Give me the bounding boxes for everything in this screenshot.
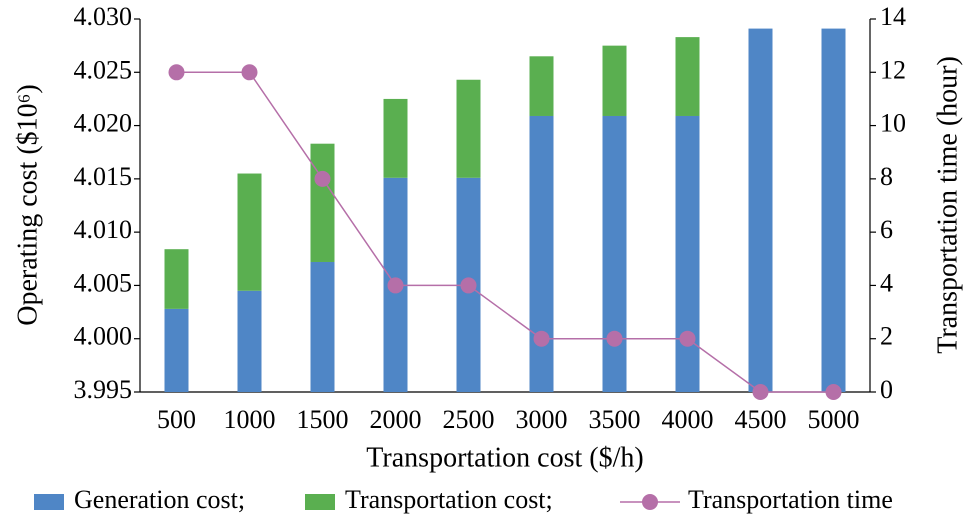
marker (460, 277, 477, 294)
marker (314, 170, 331, 187)
bar (675, 37, 700, 116)
x-axis-label: Transportation cost ($/h) (366, 442, 643, 473)
x-tick-label: 3500 (589, 405, 641, 434)
y-tick-label: 4.005 (74, 268, 133, 297)
legend-label: Transportation time (688, 485, 893, 514)
bar (164, 249, 189, 309)
y2-tick-label: 0 (880, 375, 893, 404)
marker (752, 384, 769, 400)
marker (533, 330, 550, 347)
y-tick-label: 3.995 (74, 375, 133, 404)
marker (679, 330, 696, 347)
y2-tick-label: 8 (880, 162, 893, 191)
x-tick-label: 4500 (735, 405, 787, 434)
y2-tick-label: 4 (880, 268, 893, 297)
line (176, 71, 834, 393)
x-tick-label: 500 (157, 405, 196, 434)
marker (387, 277, 404, 294)
bar (456, 79, 481, 178)
bar (383, 98, 408, 178)
legend-swatch (34, 494, 64, 510)
y-tick-label: 4.030 (74, 2, 133, 31)
bar (529, 115, 554, 392)
legend-marker (642, 494, 658, 510)
y2-tick-label: 6 (880, 215, 893, 244)
bar (602, 115, 627, 392)
bar (310, 261, 335, 392)
y2-axis-label: Transportation time (hour) (932, 56, 963, 354)
y2-tick-label: 2 (880, 322, 893, 351)
x-tick-label: 2500 (443, 405, 495, 434)
legend-label: Generation cost; (74, 485, 245, 514)
bar (821, 28, 846, 392)
y-tick-label: 4.010 (74, 215, 133, 244)
y-tick-label: 4.025 (74, 55, 133, 84)
x-tick-label: 2000 (370, 405, 422, 434)
bar (675, 115, 700, 392)
x-tick-label: 1000 (224, 405, 276, 434)
marker (241, 64, 258, 81)
y2-tick-label: 10 (880, 109, 906, 138)
marker (825, 384, 842, 400)
x-tick-label: 4000 (662, 405, 714, 434)
bar (237, 290, 262, 392)
bar (529, 56, 554, 116)
y-tick-label: 4.000 (74, 322, 133, 351)
y2-tick-label: 12 (880, 55, 906, 84)
legend-label: Transportation cost; (345, 485, 553, 514)
x-tick-label: 5000 (808, 405, 860, 434)
bar (164, 308, 189, 392)
y2-tick-label: 14 (880, 2, 906, 31)
bar (602, 45, 627, 116)
marker (168, 64, 185, 81)
y-tick-label: 4.020 (74, 109, 133, 138)
bar (310, 143, 335, 262)
x-tick-label: 1500 (297, 405, 349, 434)
marker (606, 330, 623, 347)
x-tick-label: 3000 (516, 405, 568, 434)
y-tick-label: 4.015 (74, 162, 133, 191)
legend-swatch (305, 494, 335, 510)
y-axis-label: Operating cost ($10⁶) (12, 84, 43, 325)
bar (237, 173, 262, 291)
bar (748, 28, 773, 392)
